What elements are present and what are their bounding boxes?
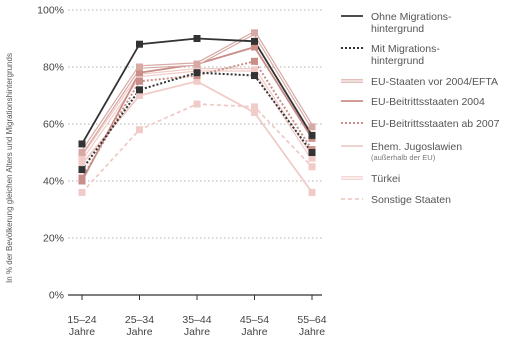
y-tick-label: 20% bbox=[43, 233, 64, 245]
x-tick-label: 35–44 bbox=[182, 314, 211, 326]
y-tick-label: 60% bbox=[43, 119, 64, 131]
data-point bbox=[251, 72, 258, 80]
data-point bbox=[251, 57, 258, 65]
legend-label: Türkei bbox=[371, 173, 400, 185]
y-tick-label: 0% bbox=[49, 290, 64, 302]
data-point bbox=[308, 123, 316, 131]
data-point bbox=[308, 163, 316, 171]
axes: 0%20%40%60%80%100%15–24Jahre25–34Jahre35… bbox=[37, 5, 327, 339]
data-point bbox=[78, 149, 86, 156]
x-tick-label: 15–24 bbox=[67, 314, 96, 326]
data-point bbox=[136, 86, 143, 94]
data-point bbox=[193, 35, 201, 42]
legend-label: Sonstige Staaten bbox=[371, 194, 451, 206]
data-point bbox=[136, 92, 143, 99]
data-point bbox=[136, 77, 143, 85]
legend-label: Ohne Migrations- bbox=[371, 11, 452, 23]
data-point bbox=[193, 77, 201, 85]
legend-label: EU-Beitrittsstaaten 2004 bbox=[371, 96, 485, 108]
data-point bbox=[193, 69, 201, 77]
series-line-2-inner bbox=[81, 32, 313, 153]
legend-label: hintergrund bbox=[371, 55, 424, 67]
data-point bbox=[136, 126, 143, 134]
data-point bbox=[193, 100, 201, 108]
data-point bbox=[251, 37, 258, 45]
data-point bbox=[78, 160, 86, 168]
data-point bbox=[308, 149, 316, 156]
x-tick-label: 25–34 bbox=[125, 314, 154, 326]
data-point bbox=[251, 103, 258, 111]
series-line-1 bbox=[81, 71, 313, 171]
data-point bbox=[251, 109, 258, 117]
series-line-2 bbox=[80, 30, 314, 154]
series-line-0 bbox=[81, 37, 313, 145]
data-point bbox=[308, 188, 316, 196]
data-point bbox=[78, 154, 86, 162]
x-tick-label: 45–54 bbox=[240, 314, 269, 326]
y-tick-label: 80% bbox=[43, 62, 64, 74]
data-point bbox=[78, 140, 86, 148]
x-tick-label: Jahre bbox=[126, 326, 152, 338]
series-lines bbox=[80, 30, 314, 194]
legend-label: Mit Migrations- bbox=[371, 43, 440, 55]
data-point bbox=[78, 166, 86, 174]
data-point bbox=[193, 60, 201, 68]
x-tick-label: Jahre bbox=[69, 326, 95, 338]
data-point bbox=[308, 154, 316, 162]
legend-label: hintergrund bbox=[371, 23, 424, 35]
legend-label: EU-Beitrittsstaaten ab 2007 bbox=[371, 118, 500, 130]
series-line-4 bbox=[81, 60, 313, 179]
data-point bbox=[136, 69, 143, 77]
x-tick-label: Jahre bbox=[299, 326, 325, 338]
data-point bbox=[251, 43, 258, 51]
data-point bbox=[308, 131, 316, 139]
data-point bbox=[251, 66, 258, 74]
legend-label: Ehem. Jugoslawien bbox=[371, 141, 462, 153]
x-tick-label: Jahre bbox=[241, 326, 267, 338]
x-tick-label: 55–64 bbox=[297, 314, 326, 326]
y-tick-label: 40% bbox=[43, 176, 64, 188]
data-point bbox=[78, 177, 86, 185]
data-point bbox=[136, 40, 143, 48]
y-axis-title: In % der Bevölkerung gleichen Alters und… bbox=[5, 53, 14, 283]
y-tick-label: 100% bbox=[37, 5, 64, 17]
x-tick-label: Jahre bbox=[184, 326, 210, 338]
data-point bbox=[78, 188, 86, 196]
legend-label: EU-Staaten vor 2004/EFTA bbox=[371, 76, 498, 88]
data-markers bbox=[78, 29, 316, 196]
data-point bbox=[136, 63, 143, 71]
data-point bbox=[251, 29, 258, 37]
legend-sublabel: (außerhalb der EU) bbox=[371, 153, 436, 162]
